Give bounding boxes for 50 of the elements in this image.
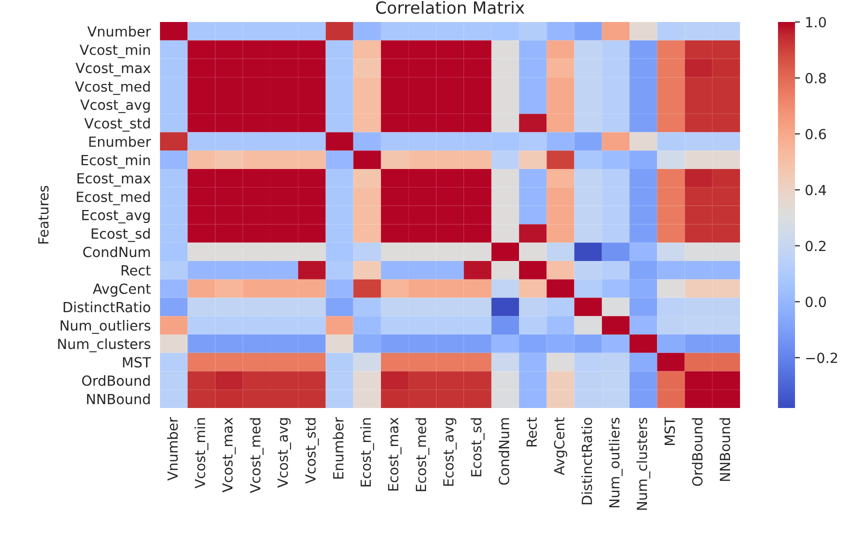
y-tick-label: Rect xyxy=(122,265,151,276)
color-bar-label: 0.4 xyxy=(806,184,826,196)
y-tick-label: Enumber xyxy=(89,136,151,147)
y-tick-label: Vcost_min xyxy=(80,44,150,58)
y-tick-label: DistinctRatio xyxy=(64,302,150,312)
color-bar-label: 0.8 xyxy=(806,72,826,84)
y-tick-label: MST xyxy=(123,357,152,368)
x-tick-label: Vcost_avg xyxy=(278,418,292,488)
y-tick-label: Ecost_max xyxy=(78,173,151,187)
y-tick-label: AvgCent xyxy=(92,283,151,297)
x-tick-label: Vcost_std xyxy=(304,418,319,484)
x-tick-label: OrdBound xyxy=(692,418,703,486)
x-tick-label: Ecost_min xyxy=(360,418,374,486)
x-tick-label: Num_clusters xyxy=(636,418,650,510)
x-tick-label: Num_outliers xyxy=(608,418,623,508)
y-tick-label: Vcost_max xyxy=(76,62,151,76)
x-tick-label: Vcost_med xyxy=(250,418,264,494)
y-tick-label: Ecost_sd xyxy=(92,228,150,242)
y-tick-label: Num_clusters xyxy=(58,338,150,352)
y-tick-label: OrdBound xyxy=(82,375,150,386)
x-tick-label: AvgCent xyxy=(554,417,568,476)
color-bar-label: 1.0 xyxy=(806,16,826,28)
color-bar-label: 0.0 xyxy=(806,296,826,308)
y-tick-label: Vnumber xyxy=(87,26,151,37)
x-tick-label: NNBound xyxy=(719,418,730,481)
color-bar-label: −0.2 xyxy=(806,352,838,364)
y-tick-label: Vcost_std xyxy=(84,118,150,132)
y-tick-label: NNBound xyxy=(87,394,150,404)
y-tick-label: Ecost_avg xyxy=(82,210,150,224)
x-tick-label: Ecost_med xyxy=(415,418,430,492)
x-tick-label: Ecost_sd xyxy=(470,418,485,476)
x-tick-label: MST xyxy=(664,416,675,445)
color-bar-label: 0.6 xyxy=(806,128,826,140)
y-axis-title: Features xyxy=(38,186,49,244)
x-tick-label: CondNum xyxy=(498,418,510,485)
y-tick-label: CondNum xyxy=(83,246,150,258)
color-bar-label: 0.2 xyxy=(806,240,826,252)
y-tick-label: Ecost_med xyxy=(76,191,150,206)
chart-title: Correlation Matrix xyxy=(376,1,524,14)
x-tick-label: Ecost_avg xyxy=(443,418,457,486)
x-tick-label: Ecost_max xyxy=(388,417,402,490)
y-tick-label: Ecost_min xyxy=(82,154,150,168)
y-tick-label: Vcost_med xyxy=(74,81,150,95)
x-tick-label: Vcost_min xyxy=(194,418,208,488)
x-tick-label: Vcost_max xyxy=(222,417,236,492)
y-tick-label: Vcost_avg xyxy=(80,100,150,114)
y-tick-label: Num_outliers xyxy=(60,320,150,334)
x-tick-label: Rect xyxy=(526,417,537,446)
x-tick-label: DistinctRatio xyxy=(581,418,592,504)
x-tick-label: Enumber xyxy=(332,417,344,479)
